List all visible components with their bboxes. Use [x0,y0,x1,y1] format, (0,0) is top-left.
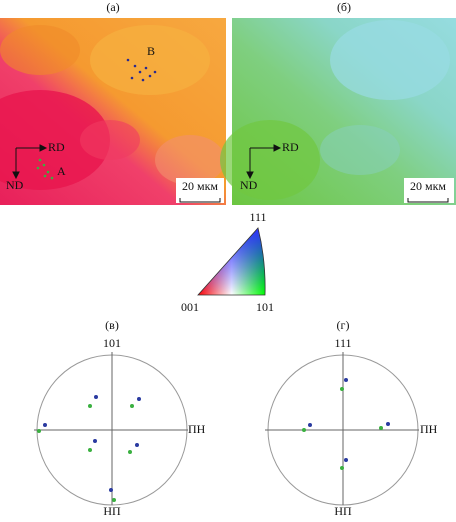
pole-label: НП [103,504,121,518]
pole-label: 111 [334,336,351,350]
ipf-label: 101 [256,300,274,314]
axis-label: RD [48,140,65,154]
axis-label: ND [240,178,258,192]
axis-label: RD [282,140,299,154]
ipf-triangle [197,227,266,296]
axis-label: ND [6,178,24,192]
scale-box [176,178,224,203]
pole-label: ПН [420,422,438,436]
pole-label: 101 [103,336,121,350]
scale-bar [179,198,221,203]
panel-label: (а) [106,0,119,14]
scale-label: 20 мкм [182,179,218,193]
panel-label: (г) [337,318,350,332]
scale-label: 20 мкм [410,179,446,193]
pole-figure [265,352,419,506]
ipf-label: 111 [249,210,266,224]
point-label: B [147,44,155,58]
panel-label: (б) [337,0,351,14]
point-label: A [57,164,66,178]
scale-bar [407,198,449,203]
ebsd-map [220,18,456,205]
axes-arrow [12,144,48,180]
poles [37,395,141,502]
scale-box [404,178,454,203]
ipf-label: 001 [181,300,199,314]
ebsd-map [0,18,226,205]
axes-arrow [246,144,282,180]
pole-label: НП [334,504,352,518]
poles [302,378,390,470]
panel-label: (в) [105,318,119,332]
pole-figure [34,352,188,506]
pole-label: ПН [188,422,206,436]
